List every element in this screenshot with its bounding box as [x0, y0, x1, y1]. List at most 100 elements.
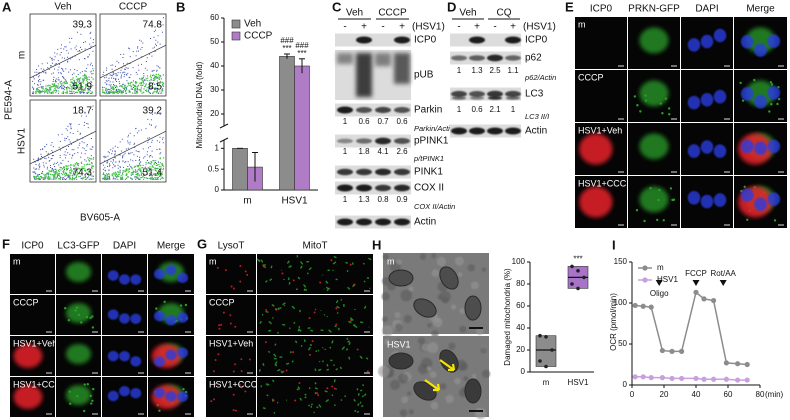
texture	[381, 292, 390, 301]
group-label: Veh	[346, 8, 363, 19]
micrograph	[148, 336, 194, 376]
significance-label: ***	[282, 44, 291, 53]
data-point	[544, 335, 548, 339]
blot-label: pUB	[414, 70, 434, 81]
nucleus	[176, 391, 189, 402]
nucleus	[767, 86, 781, 100]
punctum	[90, 402, 93, 405]
micrograph	[681, 176, 733, 228]
texture	[395, 323, 403, 332]
blot-band	[356, 168, 372, 176]
mitochondrion	[388, 269, 414, 287]
data-point	[570, 282, 574, 286]
punctum	[308, 317, 311, 320]
lane-sign: +	[510, 22, 516, 33]
row-label: CCCP	[578, 72, 604, 82]
row-label: CCCP	[13, 297, 39, 307]
blot-band	[452, 96, 466, 100]
texture	[470, 281, 479, 290]
texture	[480, 347, 487, 354]
series-point	[701, 376, 707, 382]
nucleus	[767, 34, 781, 48]
punctum	[246, 273, 249, 276]
y-tick-label: 80	[516, 279, 525, 288]
y-tick-label: 0	[623, 380, 628, 389]
bar	[279, 56, 295, 191]
punctum	[86, 383, 90, 386]
x-axis-label: BV605-A	[80, 213, 120, 224]
nucleus	[700, 92, 714, 107]
punctum	[89, 394, 92, 398]
series-point	[693, 289, 699, 295]
nucleus	[740, 188, 754, 202]
punctum	[661, 112, 664, 115]
series-point	[701, 296, 707, 302]
signal	[745, 80, 776, 107]
texture	[459, 362, 468, 371]
gate-line	[29, 44, 97, 79]
texture	[439, 290, 451, 303]
nucleus	[119, 350, 130, 362]
micrograph	[575, 17, 627, 69]
event-dots	[102, 17, 164, 95]
nucleus	[767, 192, 781, 206]
nucleus	[740, 139, 754, 154]
nucleus	[713, 144, 727, 158]
quant-value: 1.1	[507, 66, 519, 75]
punctum	[335, 307, 338, 310]
punctum	[244, 270, 247, 273]
y-tick-label: 60	[516, 301, 525, 310]
panel-label: F	[2, 236, 10, 251]
image-background	[257, 295, 373, 335]
texture	[445, 394, 454, 404]
micrograph	[102, 254, 147, 294]
series-point	[640, 374, 646, 380]
treatment-label: (HSV1)	[523, 22, 556, 33]
row-label: m	[13, 256, 21, 266]
quant-value: 1.3	[358, 195, 370, 204]
punctum	[657, 198, 660, 202]
punctum	[746, 218, 749, 221]
micrograph	[206, 336, 256, 376]
texture	[426, 366, 432, 371]
punctum	[230, 285, 233, 288]
quant-value: 4.1	[377, 147, 389, 156]
texture	[454, 377, 461, 385]
x-tick-label: 80	[756, 390, 765, 399]
row-label: m	[578, 19, 586, 29]
quant-value: 1	[457, 66, 462, 75]
punctum	[229, 314, 232, 317]
y-axis-label: OCR (pmol/min)	[609, 293, 618, 351]
micrograph	[575, 70, 627, 122]
quant-name: COX II/Actin	[414, 202, 455, 211]
significance-label: ###	[295, 41, 309, 50]
micrograph	[206, 295, 256, 335]
blot-band	[505, 127, 521, 135]
punctum	[776, 102, 779, 106]
x-tick-label: 60	[724, 390, 733, 399]
series-point	[723, 360, 730, 366]
punctum	[83, 409, 86, 413]
nucleus	[754, 43, 767, 57]
texture	[431, 253, 437, 259]
punctum	[292, 351, 295, 354]
row-label: HSV1+CCCP	[209, 379, 263, 389]
blot-band	[451, 90, 467, 98]
punctum	[281, 272, 284, 275]
punctum	[649, 186, 652, 190]
panel-label: I	[612, 237, 616, 252]
micrograph	[56, 377, 101, 417]
punctum	[743, 185, 746, 189]
signal	[579, 133, 613, 165]
punctum	[316, 392, 319, 395]
column-label: Veh	[54, 2, 71, 13]
signal	[639, 133, 669, 160]
punctum	[232, 409, 235, 412]
punctum	[667, 107, 671, 110]
channel-label: Merge	[746, 4, 775, 15]
channel-label: ICP0	[590, 4, 613, 15]
quant-value: 2.5	[489, 66, 501, 75]
data-point	[570, 264, 574, 269]
punctum	[264, 266, 267, 269]
punctum	[643, 219, 646, 223]
